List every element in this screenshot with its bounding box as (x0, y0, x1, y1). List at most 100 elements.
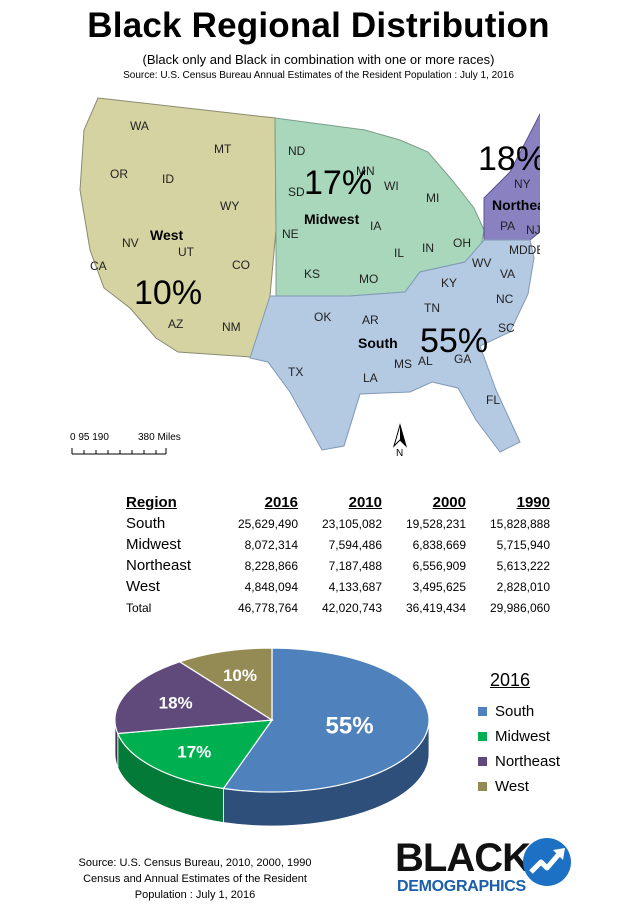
state-label-co: CO (232, 258, 250, 272)
table-cell: 36,419,434 (405, 600, 466, 615)
pie-slice-south (222, 647, 430, 793)
state-label-ar: AR (362, 313, 379, 327)
state-label-mdde: MDDE (509, 243, 540, 257)
us-region-map: WA OR CA ID NV MT WY UT CO AZ NM ND SD N… (70, 97, 540, 459)
state-label-ia: IA (370, 219, 381, 233)
state-label-wa: WA (130, 119, 149, 133)
legend-item-northeast: Northeast (478, 749, 560, 774)
table-header-region: Region (126, 494, 177, 511)
north-label: N (396, 448, 403, 459)
legend-item-south: South (478, 699, 560, 724)
pie-slice-west (178, 647, 273, 722)
state-label-mi: MI (426, 191, 439, 205)
table-cell-region: Northeast (126, 557, 192, 574)
table-cell: 7,594,486 (328, 537, 382, 552)
state-label-tn: TN (424, 301, 440, 315)
table-cell-region: South (126, 515, 166, 532)
table-cell: 7,187,488 (328, 558, 382, 573)
table-cell: 25,629,490 (237, 516, 298, 531)
pie-label-south: 55% (326, 713, 374, 740)
table-header-row: Region 2016 2010 2000 1990 (126, 492, 550, 513)
table-row: Northeast 8,228,866 7,187,488 6,556,909 … (126, 555, 550, 576)
page-title: Black Regional Distribution (87, 6, 550, 45)
table-cell: 6,556,909 (412, 558, 466, 573)
state-label-ny: NY (514, 177, 531, 191)
state-label-il: IL (394, 246, 404, 260)
scale-bar (71, 448, 167, 455)
map-source: Source: U.S. Census Bureau Annual Estima… (123, 70, 514, 81)
legend-swatch-midwest (478, 732, 487, 741)
population-table: Region 2016 2010 2000 1990 South 25,629,… (126, 492, 550, 618)
table-cell: 23,105,082 (321, 516, 382, 531)
state-label-ky: KY (441, 276, 457, 290)
table-cell: 3,495,625 (412, 579, 466, 594)
table-header-1990: 1990 (516, 494, 550, 511)
table-cell: 8,228,866 (244, 558, 298, 573)
legend-swatch-west (478, 782, 487, 791)
pie-slice-midwest (116, 719, 274, 790)
state-label-id: ID (162, 172, 174, 186)
state-label-mn: MN (356, 164, 375, 178)
region-name-south: South (358, 335, 398, 351)
state-label-nd: ND (288, 144, 306, 158)
state-label-oh: OH (453, 236, 471, 250)
state-label-pa: PA (500, 219, 515, 233)
table-cell: 42,020,743 (321, 600, 382, 615)
state-label-wy: WY (220, 199, 239, 213)
scale-end-label: 380 Miles (138, 432, 181, 443)
state-label-nc: NC (496, 292, 514, 306)
state-label-sd: SD (288, 185, 305, 199)
table-cell: 5,613,222 (496, 558, 550, 573)
state-label-va: VA (500, 267, 515, 281)
table-cell: 5,715,940 (496, 537, 550, 552)
state-label-ga: GA (454, 352, 471, 366)
legend-label: West (495, 778, 529, 795)
state-label-nj: NJ (526, 223, 540, 237)
state-label-ok: OK (314, 310, 331, 324)
logo-circle-icon (523, 838, 571, 886)
table-cell: 15,828,888 (489, 516, 550, 531)
black-demographics-logo: BLACK DEMOGRAPHICS (395, 838, 575, 898)
state-label-mt: MT (214, 142, 232, 156)
legend-title: 2016 (490, 670, 531, 690)
pie-legend: 2016 South Midwest Northeast West (478, 670, 560, 799)
region-name-northeast: Northeast (492, 197, 540, 213)
region-pct-northeast: 18% (478, 140, 540, 178)
region-pct-south: 55% (420, 322, 488, 360)
pie-slice-northeast (114, 661, 274, 735)
table-cell: 8,072,314 (244, 537, 298, 552)
pie-chart: 55% 17% 18% 10% (114, 647, 430, 827)
legend-swatch-northeast (478, 757, 487, 766)
legend-item-west: West (478, 774, 560, 799)
logo-text-bottom: DEMOGRAPHICS (397, 878, 526, 895)
state-label-ne: NE (282, 227, 299, 241)
state-label-az: AZ (168, 317, 183, 331)
table-cell: 4,848,094 (244, 579, 298, 594)
table-cell: 6,838,669 (412, 537, 466, 552)
table-cell-region: West (126, 578, 160, 595)
table-cell: 29,986,060 (489, 600, 550, 615)
pie-label-west: 10% (223, 666, 257, 685)
region-pct-midwest: 17% (304, 164, 372, 202)
footer-source-line: Population : July 1, 2016 (134, 889, 256, 901)
table-row: Midwest 8,072,314 7,594,486 6,838,669 5,… (126, 534, 550, 555)
state-label-mo: MO (359, 272, 378, 286)
state-label-in: IN (422, 241, 434, 255)
state-label-nv: NV (122, 236, 139, 250)
logo-text-top: BLACK (395, 836, 531, 880)
region-name-midwest: Midwest (304, 211, 360, 227)
table-row: West 4,848,094 4,133,687 3,495,625 2,828… (126, 576, 550, 597)
scale-ticks-label: 0 95 190 (70, 432, 109, 443)
state-label-la: LA (363, 371, 378, 385)
table-row: South 25,629,490 23,105,082 19,528,231 1… (126, 513, 550, 534)
pie-label-midwest: 17% (177, 742, 211, 761)
state-label-fl: FL (486, 393, 500, 407)
table-cell: 2,828,010 (496, 579, 550, 594)
state-label-sc: SC (498, 321, 515, 335)
state-label-wi: WI (384, 179, 399, 193)
table-header-2000: 2000 (432, 494, 466, 511)
region-pct-west: 10% (134, 274, 202, 312)
table-cell-region: Midwest (126, 536, 182, 553)
state-label-ms: MS (394, 357, 412, 371)
footer-source-line: Census and Annual Estimates of the Resid… (83, 873, 307, 885)
